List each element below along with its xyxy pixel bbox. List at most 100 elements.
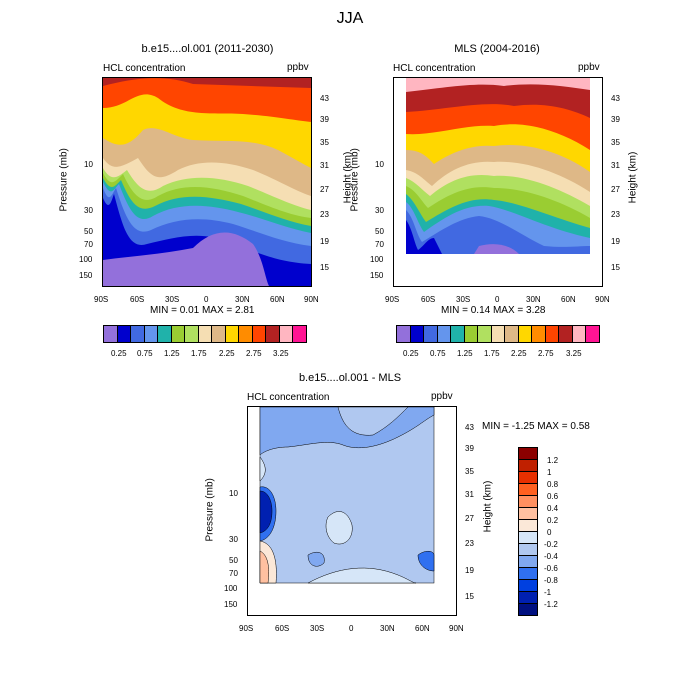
panel1-xtick: 90N [304,295,319,304]
panel3-ytick: 50 [229,556,238,565]
panel1-ytick: 50 [84,227,93,236]
panel1-minmax: MIN = 0.01 MAX = 2.81 [150,305,255,316]
panel2-height-tick: 15 [611,263,620,272]
panel2-height-tick: 43 [611,94,620,103]
panel3-cbar-label: 0.6 [547,492,558,501]
panel3-cbar-label: -0.8 [544,576,558,585]
panel2-cbar-label: 1.25 [457,349,473,358]
colorbar-swatch [130,325,145,343]
panel3-plot-area [247,406,457,616]
panel1-colorbar [103,325,306,343]
panel2-ytick: 100 [370,255,383,264]
panel3-contours [248,407,456,615]
panel3-cbar-label: -0.4 [544,552,558,561]
panel3-xtick: 60S [275,624,289,633]
colorbar-swatch [171,325,186,343]
panel1-ytick: 70 [84,240,93,249]
panel3-ytick: 150 [224,600,237,609]
colorbar-swatch [252,325,267,343]
panel1-height-tick: 15 [320,263,329,272]
panel1-xtick: 90S [94,295,108,304]
panel2-plot-area [393,77,603,287]
panel3-height-tick: 43 [465,423,474,432]
colorbar-swatch [450,325,465,343]
panel3-height-tick: 15 [465,592,474,601]
panel1-height-tick: 19 [320,237,329,246]
panel2-ytick: 30 [375,206,384,215]
panel1-cbar-label: 0.25 [111,349,127,358]
panel3-cbar-label: 1.2 [547,456,558,465]
colorbar-swatch [423,325,438,343]
panel1-cbar-label: 3.25 [273,349,289,358]
colorbar-swatch [531,325,546,343]
panel3-height-tick: 39 [465,444,474,453]
panel2-cbar-label: 2.25 [511,349,527,358]
panel3-cbar-label: 0.8 [547,480,558,489]
panel2-cbar-label: 3.25 [566,349,582,358]
panel1-units-label: ppbv [287,62,309,73]
colorbar-swatch [144,325,159,343]
panel1-cbar-label: 0.75 [137,349,153,358]
panel1-cbar-label: 2.75 [246,349,262,358]
panel3-height-tick: 23 [465,539,474,548]
panel3-minmax: MIN = -1.25 MAX = 0.58 [482,421,590,432]
colorbar-swatch [545,325,560,343]
colorbar-swatch [265,325,280,343]
panel2-height-tick: 31 [611,161,620,170]
colorbar-swatch [464,325,479,343]
panel2-ytick: 50 [375,227,384,236]
panel1-height-tick: 35 [320,138,329,147]
panel1-ytick: 100 [79,255,92,264]
panel1-contours [103,78,311,286]
panel3-ytick: 100 [224,584,237,593]
panel3-colorbar [518,447,538,615]
panel3-title: b.e15....ol.001 - MLS [245,372,455,384]
panel2-height-tick: 19 [611,237,620,246]
panel2-units-label: ppbv [578,62,600,73]
panel1-plot-area [102,77,312,287]
panel3-ytick: 10 [229,489,238,498]
panel3-height-tick: 35 [465,467,474,476]
panel3-xtick: 90S [239,624,253,633]
panel2-xtick: 30S [456,295,470,304]
panel3-height-tick: 31 [465,490,474,499]
panel3-ytick: 30 [229,535,238,544]
panel3-xtick: 30S [310,624,324,633]
panel1-ytick: 150 [79,271,92,280]
colorbar-swatch [410,325,425,343]
panel2-cbar-label: 1.75 [484,349,500,358]
panel2-cbar-label: 0.75 [430,349,446,358]
colorbar-swatch [292,325,307,343]
colorbar-swatch [585,325,600,343]
panel1-height-tick: 27 [320,185,329,194]
panel2-ytick: 10 [375,160,384,169]
panel2-xtick: 60S [421,295,435,304]
panel1-height-tick: 39 [320,115,329,124]
panel3-xtick: 0 [349,624,353,633]
panel2-xtick: 90S [385,295,399,304]
panel2-title: MLS (2004-2016) [392,43,602,55]
panel1-cbar-label: 2.25 [219,349,235,358]
panel3-xtick: 30N [380,624,395,633]
panel3-cbar-label: 0.4 [547,504,558,513]
panel2-ylabel-right: Height (km) [628,148,639,208]
panel3-cbar-label: 1 [547,468,551,477]
panel2-height-tick: 27 [611,185,620,194]
panel2-minmax: MIN = 0.14 MAX = 3.28 [441,305,546,316]
panel3-cbar-label: 0 [547,528,551,537]
colorbar-swatch [279,325,294,343]
panel1-ytick: 30 [84,206,93,215]
colorbar-swatch [184,325,199,343]
panel3-cbar-label: -0.2 [544,540,558,549]
panel2-xtick: 30N [526,295,541,304]
panel2-xtick: 60N [561,295,576,304]
colorbar-swatch [198,325,213,343]
colorbar-swatch [117,325,132,343]
colorbar-swatch [504,325,519,343]
panel2-height-tick: 23 [611,210,620,219]
colorbar-swatch [225,325,240,343]
panel2-xtick: 90N [595,295,610,304]
panel1-height-tick: 23 [320,210,329,219]
panel1-title: b.e15....ol.001 (2011-2030) [100,43,315,55]
colorbar-swatch [238,325,253,343]
